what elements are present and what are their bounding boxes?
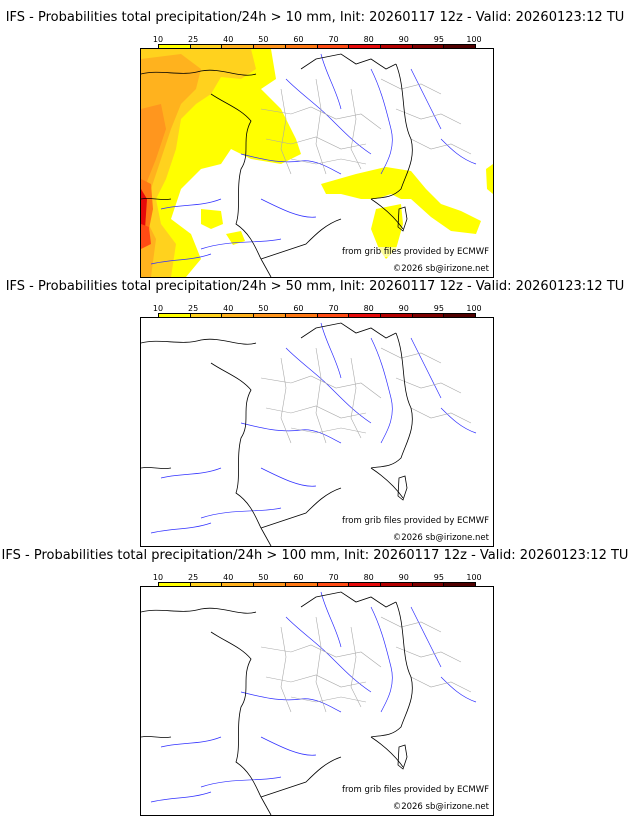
panel-100mm: IFS - Probabilities total precipitation/… (0, 548, 630, 818)
precip-map-10mm: from grib files provided by ECMWF ©2026 … (140, 48, 494, 278)
colorbar-tick-label: 100 (466, 35, 482, 44)
panel-title: IFS - Probabilities total precipitation/… (1, 548, 629, 563)
colorbar-tick-label: 50 (258, 304, 269, 313)
colorbar-tick-label: 70 (328, 573, 339, 582)
admin-borders (260, 616, 472, 713)
colorbar-tick-label: 90 (398, 304, 409, 313)
map-canvas (141, 591, 477, 815)
colorbar-tick-label: 10 (152, 573, 164, 582)
precip-map-50mm: from grib files provided by ECMWF ©2026 … (140, 317, 494, 547)
data-source-credit: from grib files provided by ECMWF (342, 785, 489, 795)
coastlines (141, 53, 413, 277)
colorbar-tick-label: 25 (188, 35, 199, 44)
panel-10mm: IFS - Probabilities total precipitation/… (0, 10, 630, 280)
data-source-credit: from grib files provided by ECMWF (342, 516, 489, 526)
colorbar-tick-label: 90 (398, 35, 409, 44)
colorbar-tick-label: 100 (466, 573, 482, 582)
colorbar-tick-label: 25 (188, 573, 199, 582)
colorbar-tick-label: 100 (466, 304, 482, 313)
colorbar-tick-label: 60 (293, 573, 304, 582)
colorbar-tick-label: 70 (328, 35, 339, 44)
colorbar-tick-label: 80 (363, 304, 374, 313)
colorbar-tick-label: 10 (152, 35, 164, 44)
colorbar-tick-label: 95 (433, 304, 444, 313)
coastlines (141, 591, 413, 815)
admin-borders (260, 347, 472, 444)
panel-title: IFS - Probabilities total precipitation/… (5, 10, 625, 25)
copyright-credit: ©2026 sb@irizone.net (392, 533, 489, 543)
colorbar-labels: 10 25 40 50 60 70 80 90 95 100 (153, 304, 482, 313)
precip-map-100mm: from grib files provided by ECMWF ©2026 … (140, 586, 494, 816)
colorbar-tick-label: 80 (363, 35, 374, 44)
colorbar-tick-label: 50 (258, 573, 269, 582)
colorbar-tick-label: 40 (223, 573, 234, 582)
colorbar-tick-label: 60 (293, 35, 304, 44)
colorbar-tick-label: 95 (433, 573, 444, 582)
colorbar-tick-label: 10 (152, 304, 164, 313)
colorbar-tick-label: 60 (293, 304, 304, 313)
corsica-island (397, 475, 408, 501)
copyright-credit: ©2026 sb@irizone.net (392, 802, 489, 812)
colorbar-tick-label: 40 (223, 304, 234, 313)
coastlines (141, 322, 413, 546)
rivers (150, 591, 477, 803)
admin-borders (260, 78, 472, 175)
probability-field (141, 49, 493, 277)
panel-title: IFS - Probabilities total precipitation/… (5, 279, 625, 294)
rivers (150, 322, 477, 534)
colorbar-tick-label: 80 (363, 573, 374, 582)
corsica-island (397, 744, 408, 770)
colorbar-labels: 10 25 40 50 60 70 80 90 95 100 (153, 573, 482, 582)
colorbar-tick-label: 70 (328, 304, 339, 313)
map-canvas (141, 322, 477, 546)
colorbar-tick-label: 40 (223, 35, 234, 44)
colorbar-tick-label: 25 (188, 304, 199, 313)
copyright-credit: ©2026 sb@irizone.net (392, 264, 489, 274)
map-canvas (141, 49, 493, 277)
colorbar-tick-label: 90 (398, 573, 409, 582)
corsica-island (397, 206, 408, 232)
panel-50mm: IFS - Probabilities total precipitation/… (0, 279, 630, 549)
colorbar-tick-label: 95 (433, 35, 444, 44)
colorbar-labels: 10 25 40 50 60 70 80 90 95 100 (153, 35, 482, 44)
colorbar-tick-label: 50 (258, 35, 269, 44)
data-source-credit: from grib files provided by ECMWF (342, 247, 489, 257)
